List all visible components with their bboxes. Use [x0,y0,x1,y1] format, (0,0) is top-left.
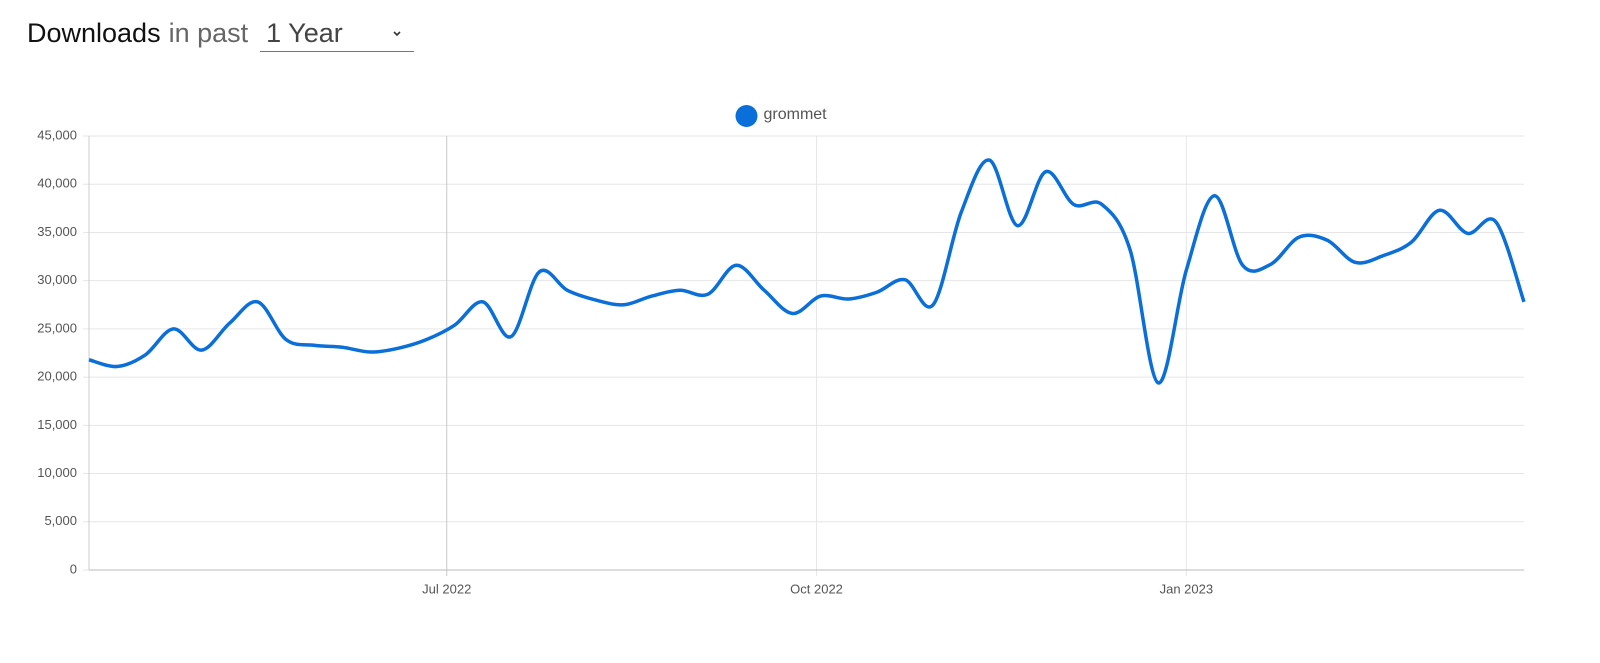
subtitle: in past [168,18,249,48]
y-tick-label: 45,000 [37,127,77,142]
period-select[interactable]: 1 Year [260,18,415,52]
y-tick-label: 30,000 [37,272,77,287]
chevron [393,31,401,37]
line [88,158,1526,385]
x-tick-label: Jul 2022 [422,581,471,596]
y-tick-label: 10,000 [37,465,77,480]
y-tick-label: 0 [70,561,77,576]
y-tick-label: 20,000 [37,369,77,384]
x-tick-label: Oct 2022 [790,581,843,596]
y-tick-label: 40,000 [37,176,77,191]
legend-label: grommet [764,106,828,123]
header: Downloads in past 1 Year [27,18,415,52]
y-tick-label: 35,000 [37,224,77,239]
y-tick-label: 25,000 [37,320,77,335]
x-tick-label: Jan 2023 [1160,581,1214,596]
title: Downloads [27,18,161,48]
y-tick-label: 15,000 [37,417,77,432]
legend-marker [735,105,758,127]
y-tick-label: 5,000 [44,513,77,528]
period-value: 1 Year [266,18,343,48]
